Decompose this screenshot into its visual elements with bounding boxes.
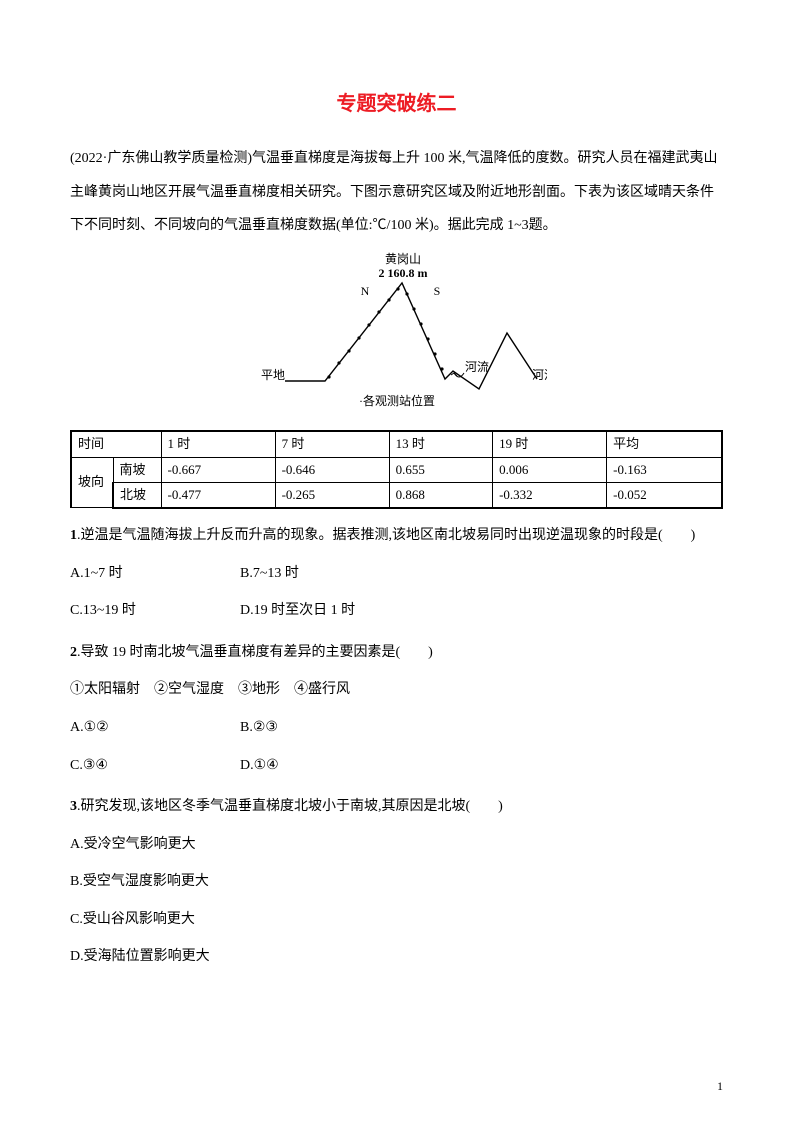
intro-text: (2022·广东佛山教学质量检测)气温垂直梯度是海拔每上升 100 米,气温降低… [70, 142, 723, 243]
cell: -0.332 [493, 482, 607, 508]
terrain-diagram: 黄岗山 2 160.8 m N S 平地 河流 河流 ·各观测站位置 [70, 251, 723, 425]
north-slope-label: 北坡 [113, 482, 161, 508]
north-label: N [360, 284, 369, 298]
river-label-2: 河流 [532, 368, 547, 382]
th-7h: 7 时 [275, 431, 389, 457]
q3-a: A.受冷空气影响更大 [70, 828, 723, 862]
page-number: 1 [717, 1080, 723, 1092]
q3-num: 3 [70, 799, 77, 814]
q2-factors: ①太阳辐射 ②空气湿度 ③地形 ④盛行风 [70, 673, 723, 707]
cell: -0.646 [275, 457, 389, 482]
page-title: 专题突破练二 [70, 90, 723, 118]
q1-text: .逆温是气温随海拔上升反而升高的现象。据表推测,该地区南北坡易同时出现逆温现象的… [77, 528, 695, 543]
cell: -0.667 [161, 457, 275, 482]
q1-stem: 1.逆温是气温随海拔上升反而升高的现象。据表推测,该地区南北坡易同时出现逆温现象… [70, 519, 723, 553]
cell: 0.006 [493, 457, 607, 482]
q2-text: .导致 19 时南北坡气温垂直梯度有差异的主要因素是( ) [77, 645, 433, 660]
q3-b: B.受空气湿度影响更大 [70, 865, 723, 899]
th-time: 时间 [71, 431, 161, 457]
slope-dir-label: 坡向 [71, 457, 113, 508]
q1-num: 1 [70, 528, 77, 543]
q3-text: .研究发现,该地区冬季气温垂直梯度北坡小于南坡,其原因是北坡( ) [77, 799, 503, 814]
q2-opts-cd: C.③④D.①④ [70, 749, 723, 783]
q2-b: B.②③ [240, 711, 278, 745]
q2-num: 2 [70, 645, 77, 660]
q3-stem: 3.研究发现,该地区冬季气温垂直梯度北坡小于南坡,其原因是北坡( ) [70, 790, 723, 824]
q2-stem: 2.导致 19 时南北坡气温垂直梯度有差异的主要因素是( ) [70, 636, 723, 670]
q3-c: C.受山谷风影响更大 [70, 903, 723, 937]
table-header-row: 时间 1 时 7 时 13 时 19 时 平均 [71, 431, 722, 457]
data-table: 时间 1 时 7 时 13 时 19 时 平均 坡向 南坡 -0.667 -0.… [70, 430, 723, 509]
flat-label: 平地 [260, 368, 284, 382]
south-slope-label: 南坡 [113, 457, 161, 482]
q2-c: C.③④ [70, 749, 240, 783]
q1-opts-ab: A.1~7 时B.7~13 时 [70, 557, 723, 591]
q2-d: D.①④ [240, 749, 279, 783]
th-19h: 19 时 [493, 431, 607, 457]
cell: 0.868 [389, 482, 492, 508]
q1-a: A.1~7 时 [70, 557, 240, 591]
peak-elev: 2 160.8 m [378, 266, 427, 280]
terrain-svg: 黄岗山 2 160.8 m N S 平地 河流 河流 ·各观测站位置 [247, 251, 547, 411]
legend-stations: ·各观测站位置 [359, 393, 435, 408]
q3-d: D.受海陆位置影响更大 [70, 940, 723, 974]
table-row: 坡向 南坡 -0.667 -0.646 0.655 0.006 -0.163 [71, 457, 722, 482]
terrain-line [285, 283, 537, 389]
th-avg: 平均 [607, 431, 722, 457]
cell: -0.477 [161, 482, 275, 508]
cell: 0.655 [389, 457, 492, 482]
south-label: S [433, 284, 440, 298]
th-13h: 13 时 [389, 431, 492, 457]
q1-d: D.19 时至次日 1 时 [240, 594, 355, 628]
th-1h: 1 时 [161, 431, 275, 457]
cell: -0.265 [275, 482, 389, 508]
q1-b: B.7~13 时 [240, 557, 299, 591]
q2-opts-ab: A.①②B.②③ [70, 711, 723, 745]
q1-opts-cd: C.13~19 时D.19 时至次日 1 时 [70, 594, 723, 628]
q2-a: A.①② [70, 711, 240, 745]
peak-label: 黄岗山 [384, 252, 420, 266]
q1-c: C.13~19 时 [70, 594, 240, 628]
cell: -0.052 [607, 482, 722, 508]
river-label-1: 河流 [465, 360, 489, 374]
cell: -0.163 [607, 457, 722, 482]
table-row: 北坡 -0.477 -0.265 0.868 -0.332 -0.052 [71, 482, 722, 508]
